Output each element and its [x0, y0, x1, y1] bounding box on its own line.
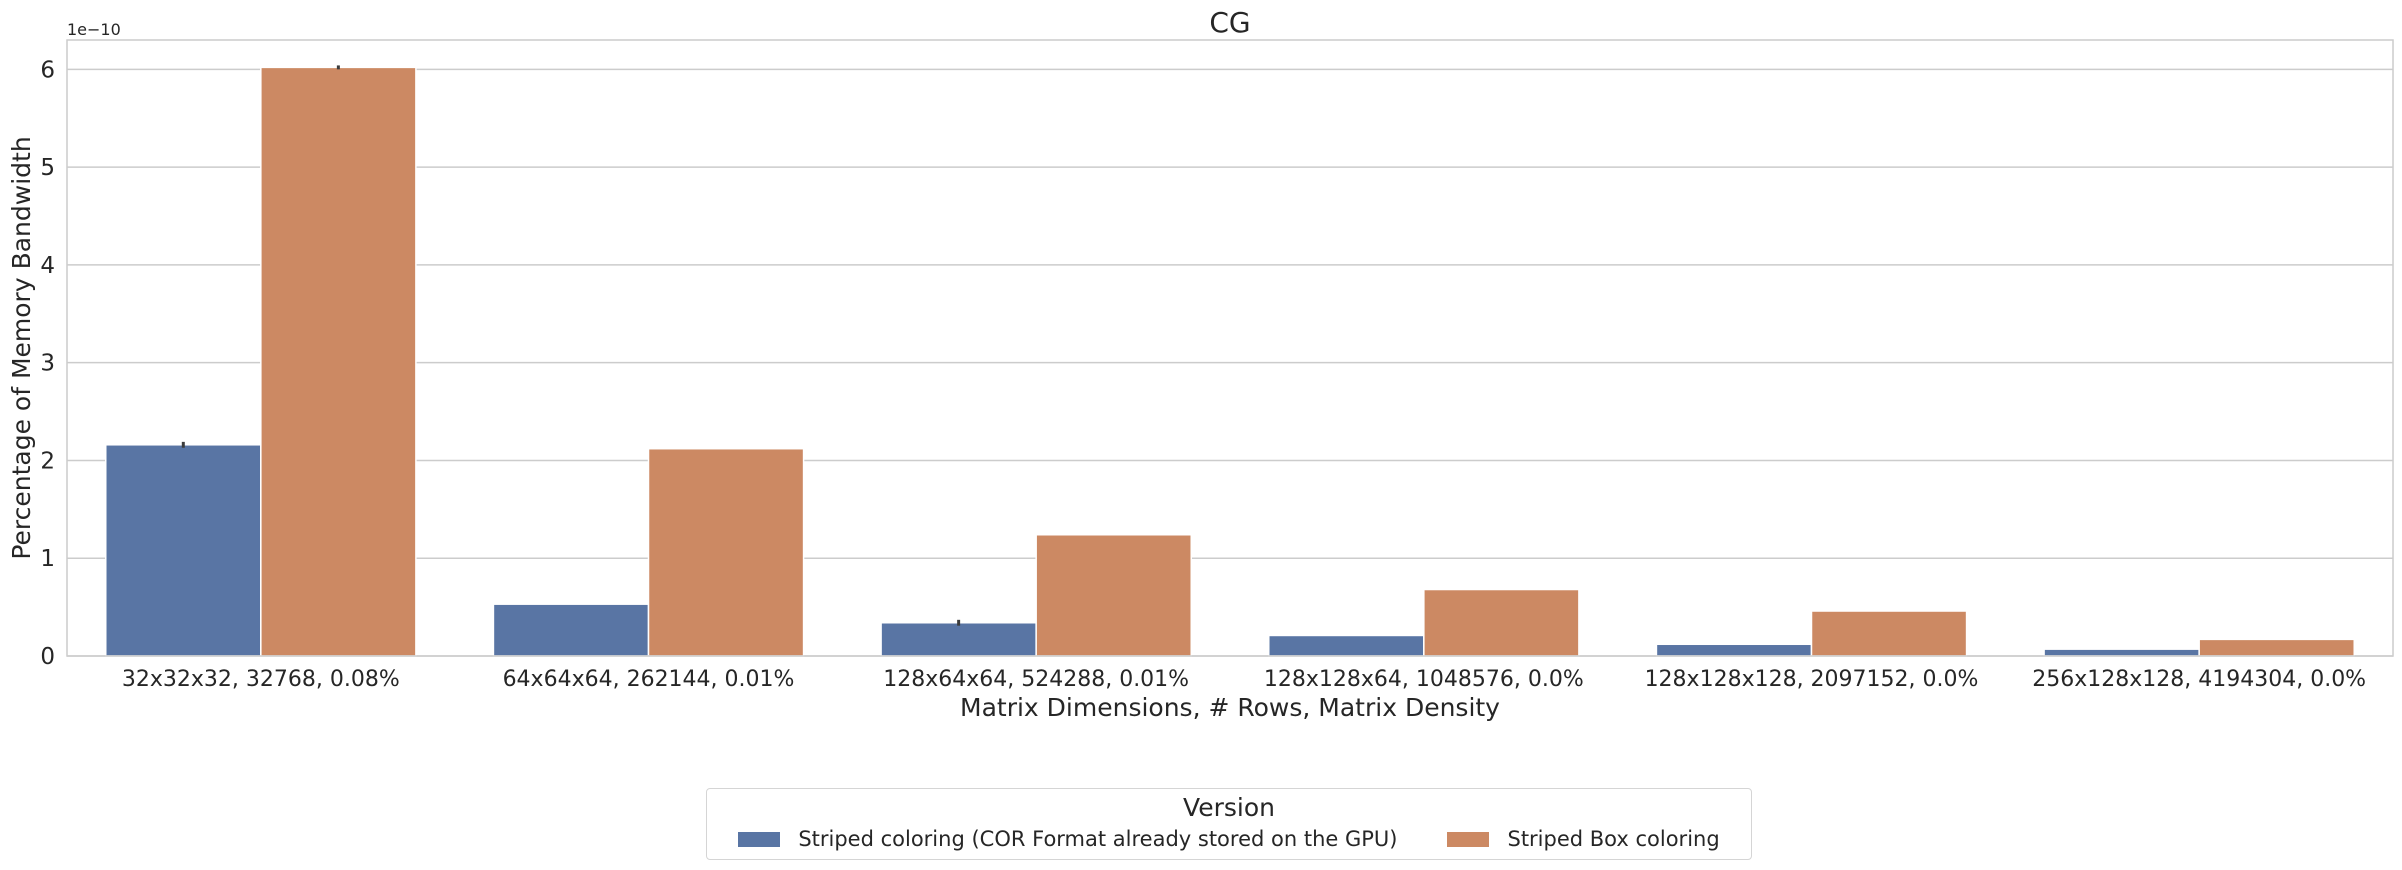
bar-series-2-1 — [260, 66, 417, 657]
x-tick-label: 256x128x128, 4194304, 0.0% — [2032, 667, 2366, 692]
bar-series-2-4 — [1423, 588, 1580, 657]
bar-series-2-2 — [647, 447, 805, 657]
legend-label-series-1: Striped coloring (COR Format already sto… — [798, 827, 1398, 851]
bar-series-2-5 — [1810, 610, 1968, 657]
y-tick-label: 4 — [40, 253, 55, 279]
y-tick-label: 5 — [40, 155, 55, 181]
y-tick-label: 1 — [40, 546, 55, 572]
legend-title: Version — [1183, 793, 1275, 822]
x-tick-labels: 32x32x32, 32768, 0.08% 64x64x64, 262144, … — [122, 667, 2366, 692]
x-tick-label: 128x64x64, 524288, 0.01% — [883, 667, 1189, 692]
y-tick-labels: 0 1 2 3 4 5 6 — [40, 57, 55, 670]
bar-series-1-5 — [1655, 643, 1813, 657]
bar-series-1-1 — [105, 444, 262, 657]
x-tick-label: 64x64x64, 262144, 0.01% — [503, 667, 795, 692]
bar-series-2-3 — [1035, 534, 1192, 657]
bar-series-1-2 — [492, 603, 650, 657]
legend: Version Striped coloring (COR Format alr… — [706, 788, 1752, 860]
bar-series-1-4 — [1268, 634, 1425, 657]
bar-series-1-6 — [2043, 648, 2200, 657]
legend-swatch-series-1 — [738, 831, 781, 847]
legend-swatch-series-2 — [1447, 831, 1490, 847]
x-axis-label: Matrix Dimensions, # Rows, Matrix Densit… — [960, 693, 1500, 722]
legend-items: Striped coloring (COR Format already sto… — [707, 827, 1751, 851]
y-tick-label: 0 — [40, 644, 55, 670]
legend-item-series-2: Striped Box coloring — [1447, 827, 1720, 851]
bars — [105, 66, 2355, 657]
y-offset-text: 1e−10 — [67, 20, 121, 39]
bar-series-2-6 — [2198, 638, 2355, 657]
x-tick-label: 32x32x32, 32768, 0.08% — [122, 667, 400, 692]
y-tick-label: 3 — [40, 351, 55, 377]
y-tick-label: 2 — [40, 448, 55, 474]
bar-series-1-3 — [880, 622, 1037, 657]
y-tick-label: 6 — [40, 57, 55, 83]
error-bars — [181, 65, 961, 626]
y-axis-label: Percentage of Memory Bandwidth — [7, 136, 36, 559]
x-tick-label: 128x128x128, 2097152, 0.0% — [1645, 667, 1979, 692]
grid-lines — [67, 68, 2393, 657]
chart-title: CG — [1209, 6, 1250, 39]
legend-label-series-2: Striped Box coloring — [1507, 827, 1720, 851]
x-tick-label: 128x128x64, 1048576, 0.0% — [1264, 667, 1584, 692]
plot-frame — [66, 39, 2394, 657]
legend-item-series-1: Striped coloring (COR Format already sto… — [738, 827, 1397, 851]
